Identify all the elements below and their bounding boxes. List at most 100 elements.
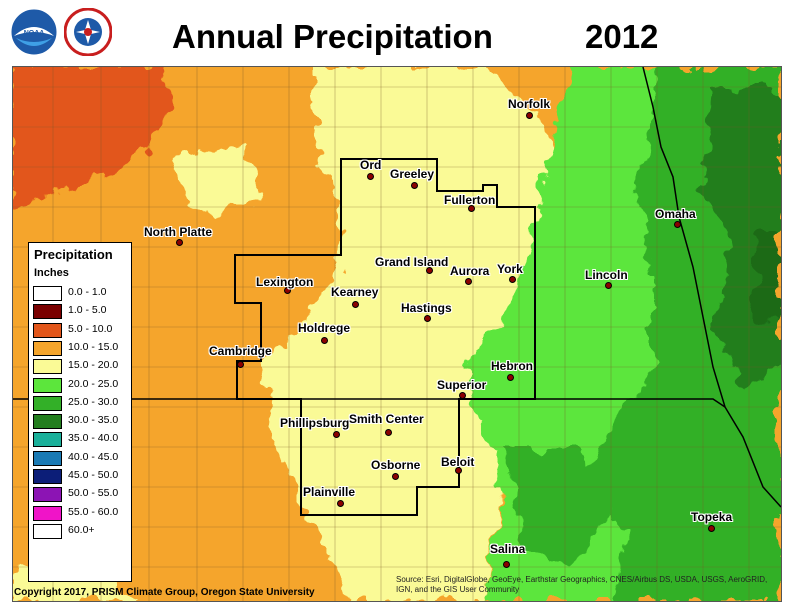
city-label-beloit[interactable]: Beloit — [441, 455, 475, 469]
city-dot-york — [509, 276, 516, 283]
city-label-lexington[interactable]: Lexington — [256, 275, 314, 289]
city-dot-omaha — [674, 221, 681, 228]
legend-swatch — [33, 487, 62, 503]
legend-row: 0.0 - 1.0 — [33, 285, 129, 302]
city-label-topeka[interactable]: Topeka — [691, 510, 733, 524]
city-dot-salina — [503, 561, 510, 568]
city-label-salina[interactable]: Salina — [490, 542, 526, 556]
legend-label: 0.0 - 1.0 — [68, 286, 107, 298]
city-label-lincoln[interactable]: Lincoln — [585, 268, 628, 282]
city-dot-kearney — [352, 301, 359, 308]
legend-label: 50.0 - 55.0 — [68, 487, 119, 500]
city-dot-osborne — [392, 473, 399, 480]
city-dot-cambridge — [237, 361, 244, 368]
legend-swatch — [33, 432, 62, 448]
city-label-holdrege[interactable]: Holdrege — [298, 321, 351, 335]
city-dot-plainville — [337, 500, 344, 507]
legend-swatch — [33, 469, 62, 484]
city-label-osborne[interactable]: Osborne — [371, 458, 421, 472]
zone-15-20-west — [173, 147, 263, 217]
city-label-fullerton[interactable]: Fullerton — [444, 193, 496, 207]
legend-row: 55.0 - 60.0 — [33, 505, 129, 522]
copyright-credit: Copyright 2017, PRISM Climate Group, Ore… — [14, 587, 315, 598]
header: NOAA Annual Precipitation 2012 — [0, 0, 792, 66]
city-dot-hastings — [424, 315, 431, 322]
legend-label: 45.0 - 50.0 — [68, 469, 119, 481]
legend-label: 35.0 - 40.0 — [68, 432, 119, 445]
city-dot-greeley — [411, 182, 418, 189]
legend-swatch — [33, 414, 62, 430]
legend-label: 40.0 - 45.0 — [68, 450, 119, 463]
nws-logo-icon — [64, 8, 112, 56]
city-dot-beloit — [455, 467, 462, 474]
city-label-greeley[interactable]: Greeley — [390, 167, 435, 181]
legend-label: 60.0+ — [68, 523, 95, 536]
legend-swatch — [33, 523, 62, 539]
zone-30-35-core — [753, 237, 781, 327]
legend-label: 20.0 - 25.0 — [68, 377, 119, 390]
city-label-ord[interactable]: Ord — [360, 158, 382, 172]
legend-label: 30.0 - 35.0 — [68, 414, 119, 427]
city-dot-hebron — [507, 374, 514, 381]
city-label-norfolk[interactable]: Norfolk — [508, 97, 550, 111]
city-label-hastings[interactable]: Hastings — [401, 301, 452, 315]
legend-label: 55.0 - 60.0 — [68, 505, 119, 518]
legend-row: 35.0 - 40.0 — [33, 431, 129, 448]
city-label-phillipsburg[interactable]: Phillipsburg — [280, 416, 350, 430]
city-label-smith-center[interactable]: Smith Center — [349, 412, 424, 426]
legend-row: 25.0 - 30.0 — [33, 395, 129, 412]
legend-label: 5.0 - 10.0 — [68, 322, 113, 335]
legend-label: 1.0 - 5.0 — [68, 304, 107, 317]
city-dot-phillipsburg — [333, 431, 340, 438]
city-dot-smith-center — [385, 429, 392, 436]
city-dot-ord — [367, 173, 374, 180]
precipitation-map[interactable]: Norfolk Ord Greeley Fullerton Omaha Nort… — [12, 66, 782, 602]
city-label-grand-island[interactable]: Grand Island — [375, 255, 449, 269]
legend-row: 15.0 - 20.0 — [33, 358, 129, 375]
forecast-area-outline — [234, 158, 536, 516]
city-label-superior[interactable]: Superior — [437, 378, 487, 392]
city-label-york[interactable]: York — [497, 262, 523, 276]
svg-text:NOAA: NOAA — [24, 30, 45, 37]
legend-swatch — [33, 304, 62, 320]
legend-row: 30.0 - 35.0 — [33, 413, 129, 430]
river-boundary — [642, 67, 781, 508]
map-year: 2012 — [585, 18, 659, 55]
precipitation-legend: Precipitation Inches 0.0 - 1.0 1.0 - 5.0 5… — [28, 242, 132, 582]
city-label-kearney[interactable]: Kearney — [331, 285, 379, 299]
legend-label: 25.0 - 30.0 — [68, 395, 119, 408]
legend-swatch — [33, 286, 62, 301]
legend-row: 10.0 - 15.0 — [33, 340, 129, 357]
city-dot-topeka — [708, 525, 715, 532]
legend-swatch — [33, 450, 62, 466]
legend-row: 50.0 - 55.0 — [33, 486, 129, 503]
legend-row: 40.0 - 45.0 — [33, 450, 129, 467]
legend-row: 5.0 - 10.0 — [33, 322, 129, 339]
legend-row: 20.0 - 25.0 — [33, 377, 129, 394]
city-dot-grand-island — [426, 267, 433, 274]
map-title: Annual Precipitation — [172, 18, 493, 55]
legend-label: 15.0 - 20.0 — [68, 359, 119, 372]
city-dot-aurora — [465, 278, 472, 285]
noaa-logo-icon: NOAA — [10, 8, 58, 56]
legend-units: Inches — [34, 267, 69, 279]
legend-swatch — [33, 340, 62, 356]
city-label-hebron[interactable]: Hebron — [491, 359, 533, 373]
city-dot-superior — [459, 392, 466, 399]
city-dot-lincoln — [605, 282, 612, 289]
legend-swatch — [33, 359, 62, 375]
legend-swatch — [33, 395, 62, 411]
city-label-omaha[interactable]: Omaha — [655, 207, 696, 221]
city-dot-norfolk — [526, 112, 533, 119]
city-label-plainville[interactable]: Plainville — [303, 485, 356, 499]
zone-25-30-ks — [503, 447, 613, 567]
legend-row: 1.0 - 5.0 — [33, 303, 129, 320]
city-dot-holdrege — [321, 337, 328, 344]
basemap-source-credit: Source: Esri, DigitalGlobe, GeoEye, Eart… — [396, 575, 768, 594]
city-label-aurora[interactable]: Aurora — [450, 264, 490, 278]
city-label-north-platte[interactable]: North Platte — [144, 225, 213, 239]
city-label-cambridge[interactable]: Cambridge — [209, 344, 272, 358]
legend-swatch — [33, 505, 62, 521]
legend-row: 60.0+ — [33, 523, 129, 540]
legend-title: Precipitation — [34, 247, 113, 262]
